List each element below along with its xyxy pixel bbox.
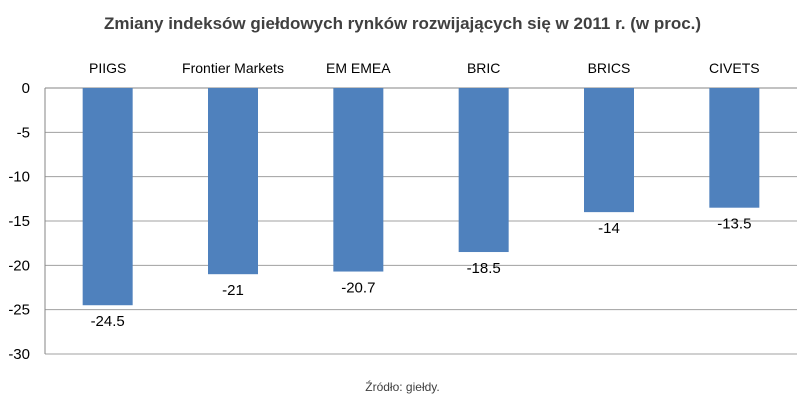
chart-title: Zmiany indeksów giełdowych rynków rozwij… bbox=[103, 14, 702, 33]
category-label: BRICS bbox=[588, 60, 631, 76]
bar bbox=[82, 88, 133, 306]
y-tick-label: -30 bbox=[8, 346, 30, 363]
bar bbox=[584, 88, 634, 213]
data-label: -13.5 bbox=[717, 216, 751, 233]
data-label: -21 bbox=[222, 282, 244, 299]
source-note: Źródło: giełdy. bbox=[365, 380, 440, 394]
data-label: -14 bbox=[598, 220, 620, 237]
bar bbox=[458, 88, 509, 253]
y-tick-label: -25 bbox=[8, 302, 30, 319]
data-label: -24.5 bbox=[91, 313, 125, 330]
category-label: EM EMEA bbox=[326, 60, 391, 76]
bar bbox=[333, 88, 384, 272]
data-label: -20.7 bbox=[341, 280, 375, 297]
category-label: CIVETS bbox=[709, 60, 760, 76]
y-tick-label: -15 bbox=[8, 213, 30, 230]
category-label: BRIC bbox=[467, 60, 500, 76]
y-tick-label: 0 bbox=[22, 80, 30, 97]
y-tick-label: -5 bbox=[17, 124, 30, 141]
data-label: -18.5 bbox=[467, 260, 501, 277]
bar bbox=[709, 88, 760, 208]
bar bbox=[208, 88, 258, 275]
category-label: PIIGS bbox=[89, 60, 126, 76]
category-label: Frontier Markets bbox=[182, 60, 284, 76]
y-tick-label: -10 bbox=[8, 169, 30, 186]
y-tick-label: -20 bbox=[8, 257, 30, 274]
